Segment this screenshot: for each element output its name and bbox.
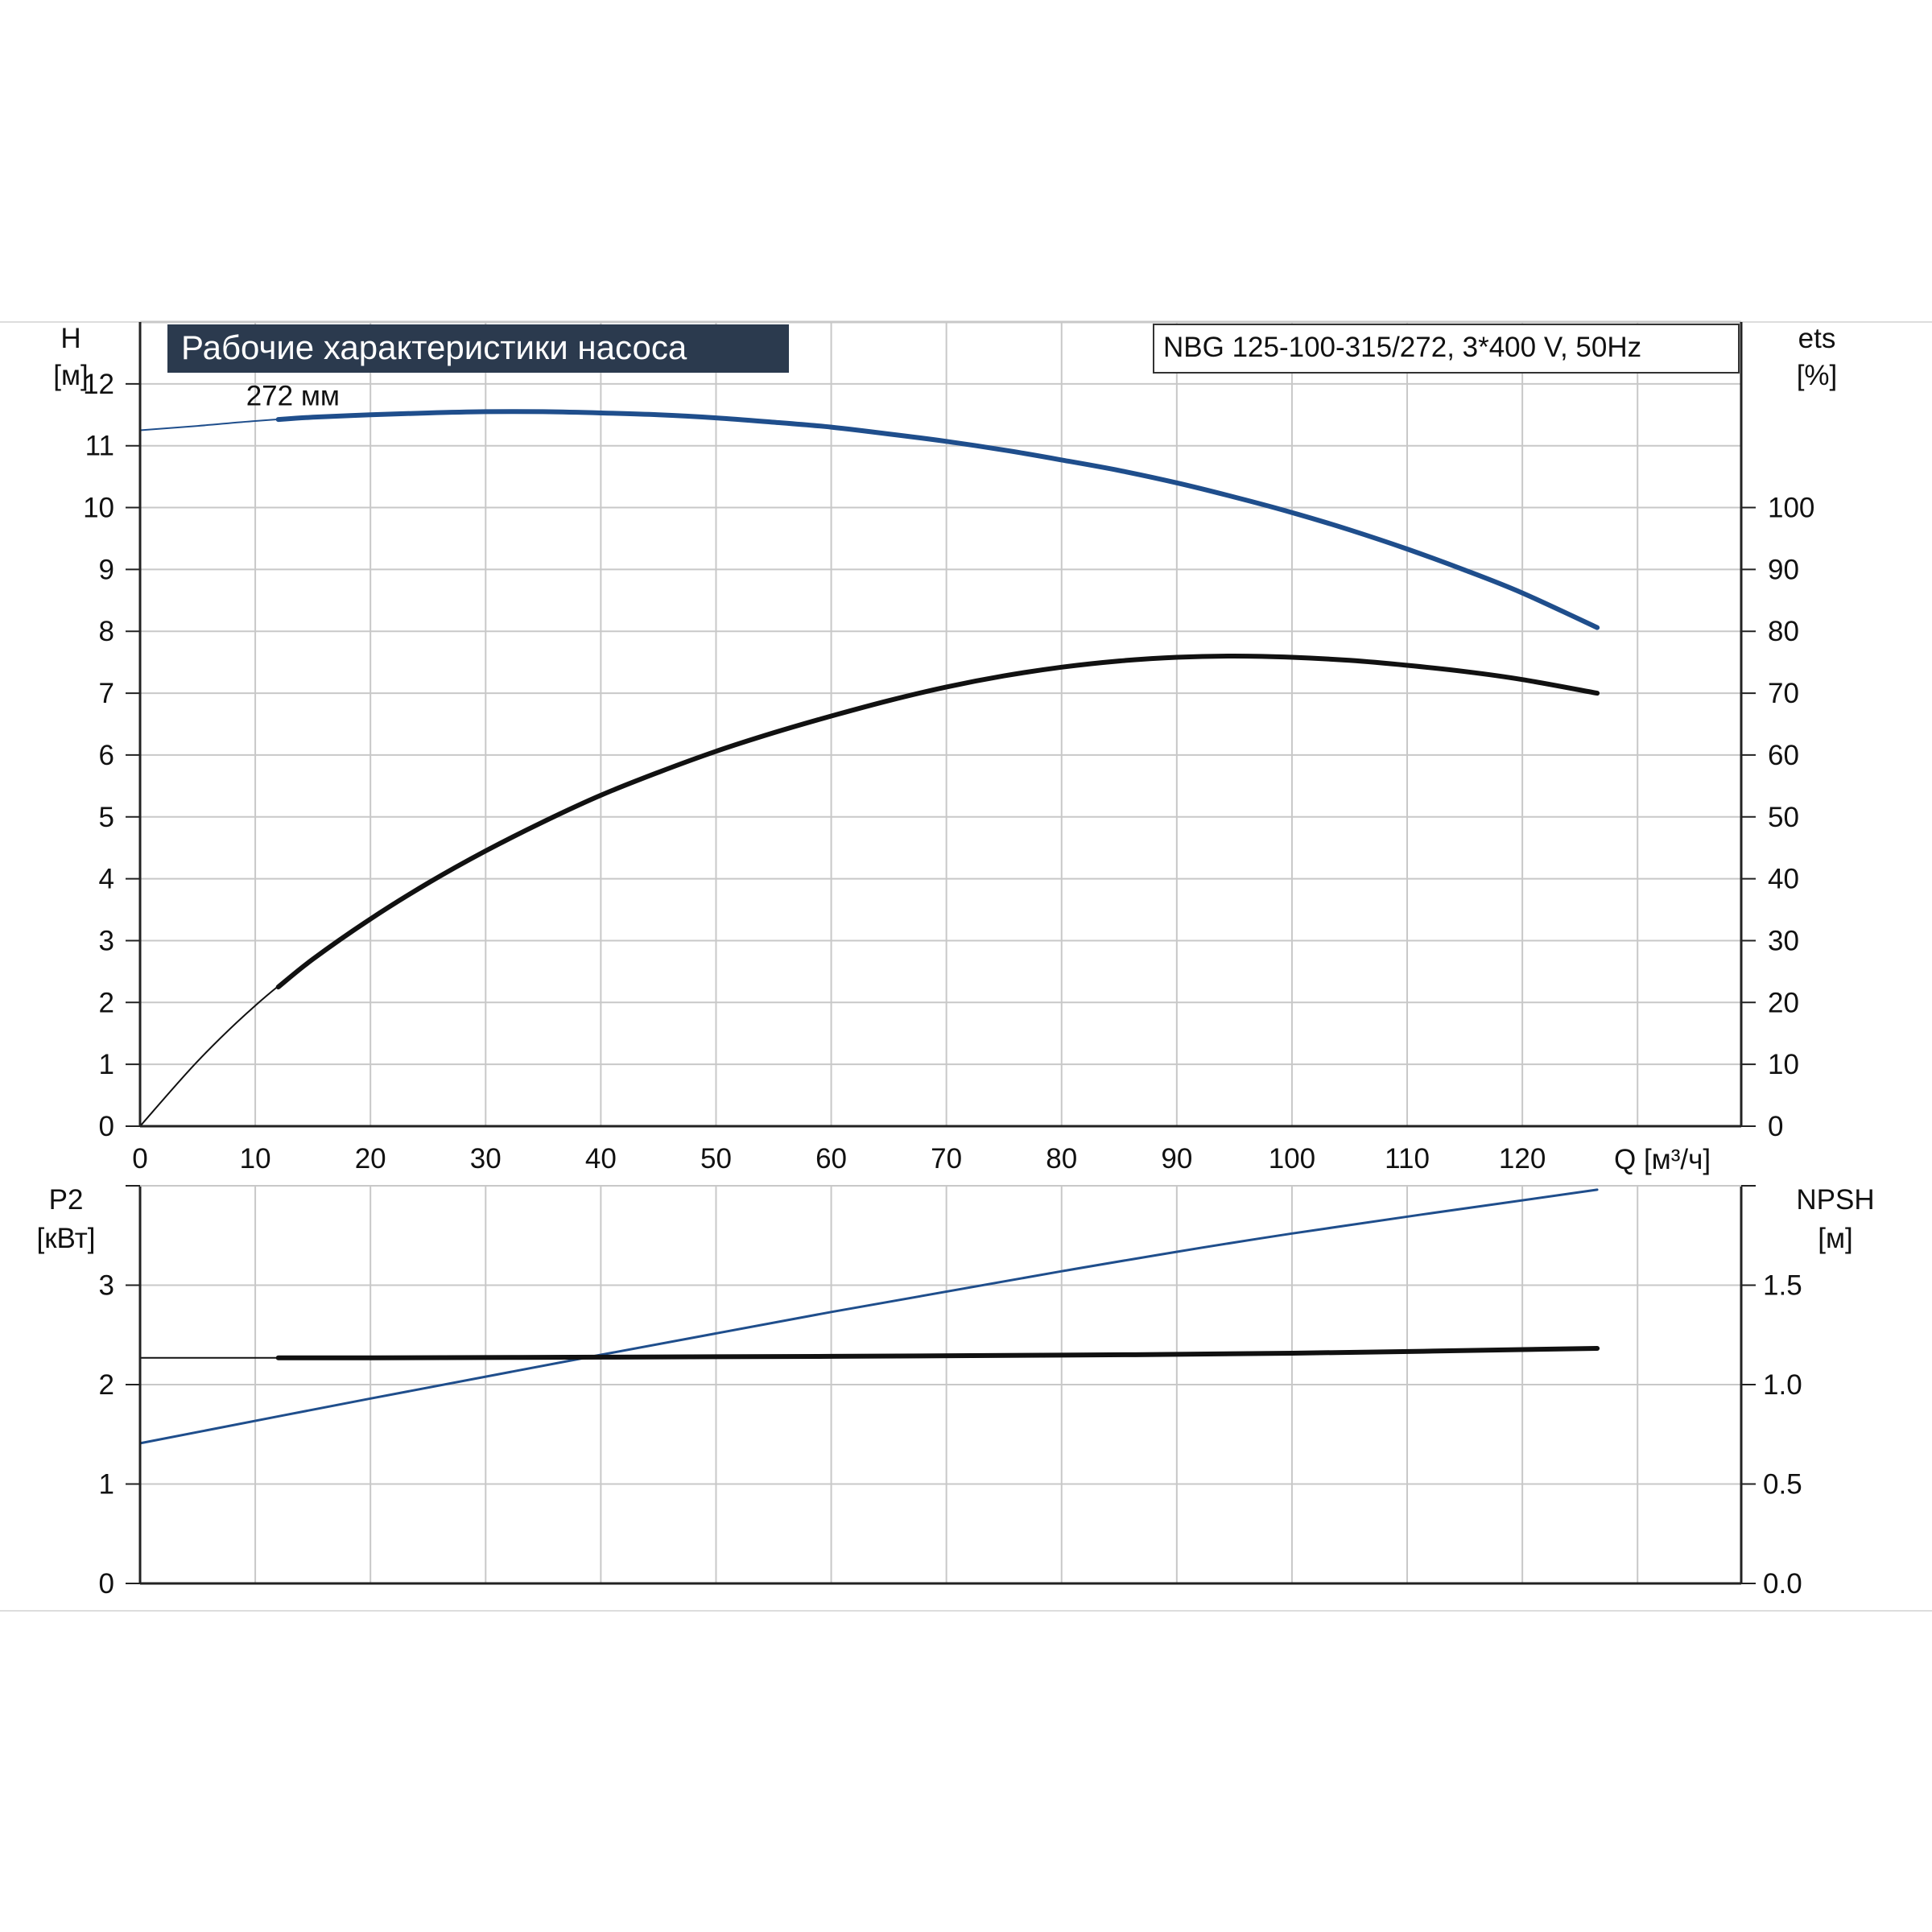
bottom-series-0-operating bbox=[138, 1188, 1599, 1445]
y-left-tick-4: 4 bbox=[99, 864, 114, 895]
y-bottom-right-tick-0.0: 0.0 bbox=[1763, 1568, 1802, 1600]
y-bottom-left-tick-0: 0 bbox=[99, 1568, 114, 1600]
y-left-unit-top: [м] bbox=[53, 360, 89, 391]
y-left-tick-10: 10 bbox=[83, 493, 114, 524]
y-left-tick-9: 9 bbox=[99, 554, 114, 585]
y-left-tick-3: 3 bbox=[99, 925, 114, 956]
y-right-tick-30: 30 bbox=[1768, 925, 1799, 956]
y-left-label-top: H bbox=[60, 323, 80, 354]
bottom-series-1-operating bbox=[275, 1346, 1600, 1360]
x-tick-90: 90 bbox=[1161, 1143, 1192, 1174]
y-right-tick-10: 10 bbox=[1768, 1049, 1799, 1080]
y-left-tick-7: 7 bbox=[99, 678, 114, 709]
x-tick-30: 30 bbox=[470, 1143, 502, 1174]
x-tick-80: 80 bbox=[1046, 1143, 1077, 1174]
y-left-tick-0: 0 bbox=[99, 1111, 114, 1142]
y-bottom-right-tick-0.5: 0.5 bbox=[1763, 1469, 1802, 1501]
y-left-tick-2: 2 bbox=[99, 987, 114, 1018]
model-label: NBG 125-100-315/272, 3*400 V, 50Hz bbox=[1163, 332, 1641, 363]
y-right-unit-bottom: [м] bbox=[1818, 1223, 1853, 1254]
y-bottom-left-tick-2: 2 bbox=[99, 1369, 114, 1401]
y-left-tick-5: 5 bbox=[99, 802, 114, 833]
x-axis-label: Q [м³/ч] bbox=[1614, 1144, 1711, 1175]
chart-axes bbox=[126, 322, 1756, 1585]
y-bottom-left-tick-1: 1 bbox=[99, 1469, 114, 1501]
model-label-box bbox=[1153, 324, 1740, 374]
y-right-unit-top: [%] bbox=[1797, 360, 1838, 391]
top-series-1-operating bbox=[275, 653, 1600, 990]
y-left-tick-1: 1 bbox=[99, 1049, 114, 1080]
y-left-tick-6: 6 bbox=[99, 740, 114, 771]
y-right-tick-60: 60 bbox=[1768, 740, 1799, 771]
tick-labels: 0 10 20 30 40 50 60 70 80 90 100 110 120012345678910… bbox=[83, 369, 1814, 1600]
y-right-tick-90: 90 bbox=[1768, 554, 1799, 585]
y-left-tick-12: 12 bbox=[83, 369, 114, 400]
x-tick-100: 100 bbox=[1269, 1143, 1315, 1174]
x-tick-50: 50 bbox=[700, 1143, 732, 1174]
bottom-panel-series bbox=[138, 1188, 1600, 1445]
x-tick-60: 60 bbox=[815, 1143, 847, 1174]
top-series-0-operating bbox=[275, 409, 1600, 630]
y-left-tick-11: 11 bbox=[85, 431, 114, 462]
y-bottom-left-tick-3: 3 bbox=[99, 1270, 114, 1302]
y-bottom-right-tick-1.5: 1.5 bbox=[1763, 1270, 1802, 1302]
y-right-tick-100: 100 bbox=[1768, 493, 1814, 524]
chart-title-background bbox=[167, 324, 789, 373]
y-left-tick-8: 8 bbox=[99, 616, 114, 647]
y-right-tick-70: 70 bbox=[1768, 678, 1799, 709]
x-tick-0: 0 bbox=[132, 1143, 147, 1174]
y-bottom-right-tick-1.0: 1.0 bbox=[1763, 1369, 1802, 1401]
y-right-tick-0: 0 bbox=[1768, 1111, 1783, 1142]
top-panel-grid bbox=[140, 320, 1741, 1126]
impeller-diameter-annotation: 272 мм bbox=[246, 381, 340, 412]
x-tick-20: 20 bbox=[355, 1143, 386, 1174]
y-right-tick-50: 50 bbox=[1768, 802, 1799, 833]
x-tick-120: 120 bbox=[1499, 1143, 1546, 1174]
y-right-label-top: ets bbox=[1798, 323, 1836, 354]
y-right-tick-40: 40 bbox=[1768, 864, 1799, 895]
x-tick-110: 110 bbox=[1385, 1143, 1430, 1174]
y-right-tick-20: 20 bbox=[1768, 987, 1799, 1018]
x-tick-70: 70 bbox=[931, 1143, 962, 1174]
top-panel-series bbox=[139, 409, 1600, 1127]
y-left-unit-bottom: [кВт] bbox=[37, 1223, 96, 1254]
y-left-label-bottom: P2 bbox=[49, 1184, 84, 1216]
y-right-tick-80: 80 bbox=[1768, 616, 1799, 647]
y-right-label-bottom: NPSH bbox=[1796, 1184, 1874, 1216]
x-tick-40: 40 bbox=[585, 1143, 617, 1174]
chart-title: Рабочие характеристики насоса bbox=[181, 328, 687, 366]
x-tick-10: 10 bbox=[240, 1143, 271, 1174]
